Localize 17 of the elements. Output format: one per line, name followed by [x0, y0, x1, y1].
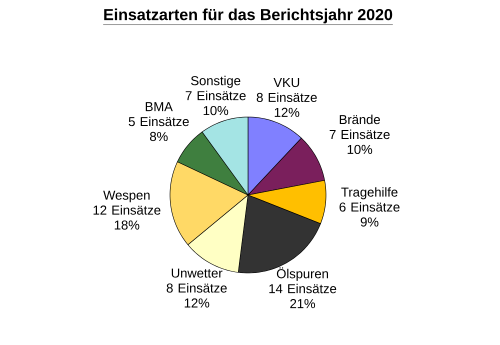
slice-label: Unwetter — [172, 268, 222, 278]
data-label: 7 Einsätze 10% — [330, 130, 390, 154]
slice-label: Wespen — [103, 190, 150, 202]
slice-label: Ölspuren — [276, 267, 328, 281]
data-label: 12 Einsätze 18% — [94, 205, 160, 230]
slice-label: Sonstige — [191, 76, 240, 88]
data-label: 8 Einsätze 12% — [256, 92, 317, 117]
data-label: 14 Einsätze 21% — [269, 284, 336, 308]
data-label: 8 Einsätze 12% — [166, 283, 227, 308]
data-label: 6 Einsätze 9% — [340, 202, 400, 227]
slice-label: BMA — [146, 102, 173, 112]
chart-title: Einsatzarten für das Berichtsjahr 2020 — [104, 8, 392, 24]
slice-label: Tragehilfe — [341, 187, 398, 200]
data-label: 7 Einsätze 10% — [186, 90, 246, 116]
data-label: 5 Einsätze 8% — [128, 116, 189, 142]
slice-label: VKU — [274, 78, 300, 88]
slice-label: Brände — [340, 114, 380, 124]
